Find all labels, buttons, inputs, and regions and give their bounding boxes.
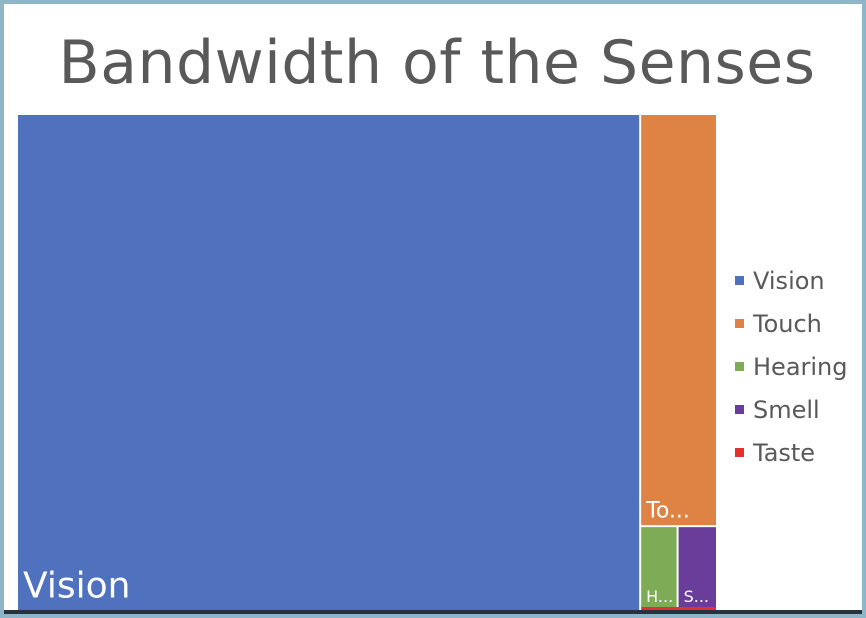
legend-swatch: [735, 448, 744, 457]
legend-item-taste: Taste: [735, 431, 848, 474]
legend-label: Smell: [753, 395, 820, 424]
treemap-tile-smell: [678, 527, 716, 608]
legend-item-touch: Touch: [735, 302, 848, 345]
treemap-tile-touch: [641, 115, 716, 526]
treemap-tile-hearing: [641, 527, 677, 608]
legend-swatch: [735, 405, 744, 414]
legend-label: Taste: [753, 438, 816, 467]
treemap-label-smell: S...: [684, 587, 709, 606]
treemap-label-vision: Vision: [23, 565, 130, 606]
treemap-plot: Vision To... H... S...: [18, 115, 716, 610]
legend-item-hearing: Hearing: [735, 345, 848, 388]
legend: Vision Touch Hearing Smell Taste: [735, 259, 848, 474]
legend-label: Vision: [753, 266, 825, 295]
chart-title: Bandwidth of the Senses: [58, 28, 816, 98]
legend-swatch: [735, 362, 744, 371]
treemap-label-touch: To...: [645, 498, 690, 523]
legend-swatch: [735, 276, 744, 285]
legend-item-smell: Smell: [735, 388, 848, 431]
legend-item-vision: Vision: [735, 259, 848, 302]
treemap-tile-taste: [641, 607, 716, 610]
treemap-label-hearing: H...: [646, 587, 673, 606]
legend-label: Touch: [753, 309, 822, 338]
legend-swatch: [735, 319, 744, 328]
legend-label: Hearing: [753, 352, 848, 381]
treemap-tile-vision: [18, 115, 640, 610]
